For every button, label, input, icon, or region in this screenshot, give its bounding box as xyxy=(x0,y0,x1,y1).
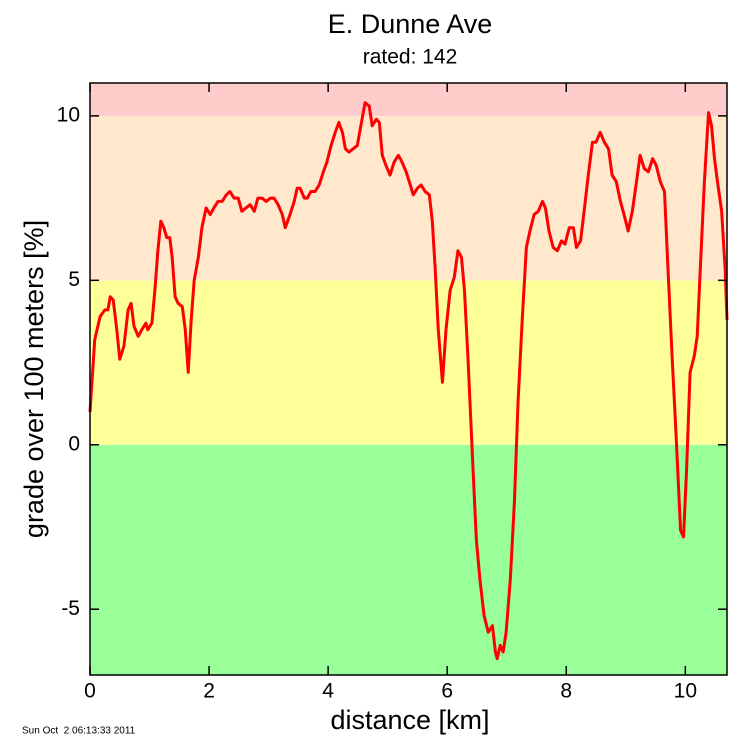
y-tick-label: 10 xyxy=(57,103,80,126)
grade-band xyxy=(90,115,727,281)
y-tick-label: 0 xyxy=(68,432,80,455)
y-tick-label: 5 xyxy=(68,268,80,291)
chart-subtitle: rated: 142 xyxy=(363,46,458,69)
plot-frame xyxy=(89,82,728,676)
grade-band xyxy=(90,280,727,445)
footnote: Sun Oct 2 06:13:33 2011 xyxy=(22,726,136,737)
x-tick-label: 2 xyxy=(203,680,215,703)
y-axis-label: grade over 100 meters [%] xyxy=(19,220,49,538)
chart-title: E. Dunne Ave xyxy=(328,9,493,39)
x-tick-label: 6 xyxy=(441,680,453,703)
x-tick-label: 0 xyxy=(84,680,96,703)
x-axis-label: distance [km] xyxy=(330,705,489,735)
grade-band xyxy=(90,83,727,116)
x-tick-label: 8 xyxy=(560,680,572,703)
grade-band xyxy=(90,444,727,675)
y-tick-label: -5 xyxy=(61,597,80,620)
x-tick-label: 4 xyxy=(322,680,334,703)
grade-line xyxy=(88,101,729,661)
x-tick-label: 10 xyxy=(674,680,697,703)
